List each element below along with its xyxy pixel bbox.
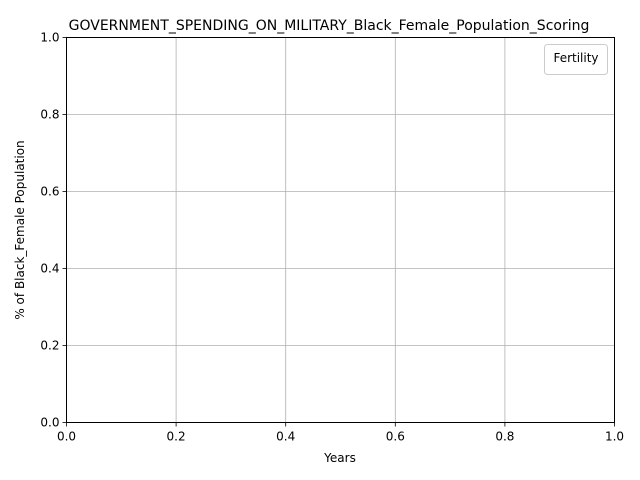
y-tick-label: 0.2 [40, 339, 59, 353]
x-tick-label: 0.0 [57, 430, 76, 444]
chart-title: GOVERNMENT_SPENDING_ON_MILITARY_Black_Fe… [69, 18, 590, 34]
y-axis-label: % of Black_Female Population [13, 140, 27, 319]
x-axis-ticks: 0.0 0.2 0.4 0.6 0.8 1.0 [57, 422, 624, 444]
legend-title: Fertility [553, 51, 598, 65]
y-tick-label: 0.8 [40, 108, 59, 122]
x-tick-label: 0.4 [276, 430, 295, 444]
y-tick-label: 0.4 [40, 262, 59, 276]
y-tick-label: 0.6 [40, 185, 59, 199]
legend: Fertility [544, 44, 608, 75]
x-tick-label: 0.2 [167, 430, 186, 444]
y-tick-label: 0.0 [40, 416, 59, 430]
y-axis-ticks: 0.0 0.2 0.4 0.6 0.8 1.0 [40, 31, 67, 430]
grid [66, 37, 615, 423]
legend-box [544, 44, 608, 75]
plot-frame [66, 37, 615, 423]
y-tick-label: 1.0 [40, 31, 59, 45]
x-tick-label: 0.8 [495, 430, 514, 444]
plot-area [66, 37, 615, 423]
x-tick-label: 1.0 [605, 430, 624, 444]
x-tick-label: 0.6 [386, 430, 405, 444]
x-axis-label: Years [323, 451, 356, 465]
